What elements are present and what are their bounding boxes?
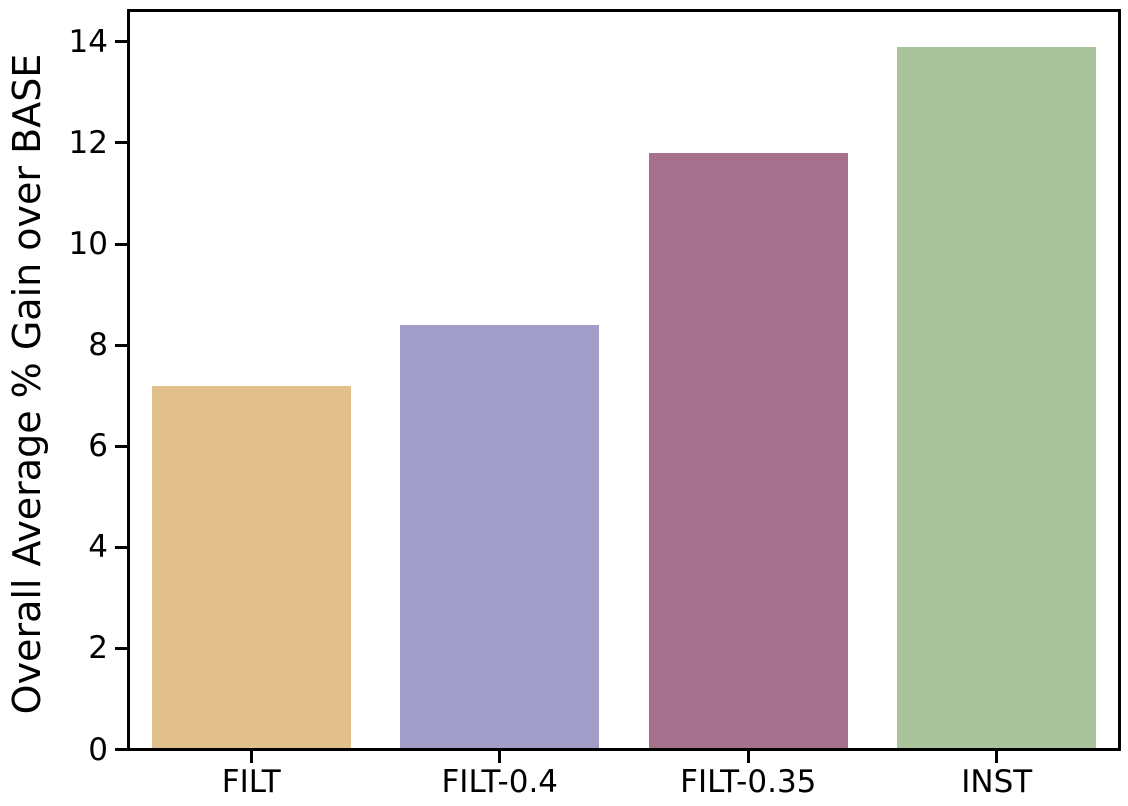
bar-inst bbox=[897, 46, 1097, 748]
y-tick-label: 2 bbox=[88, 630, 108, 667]
y-tick-mark bbox=[115, 343, 127, 347]
y-tick-label: 0 bbox=[88, 731, 108, 768]
y-tick-mark bbox=[115, 545, 127, 549]
x-tick-label-filt-0.35: FILT-0.35 bbox=[680, 764, 817, 800]
y-tick-mark bbox=[115, 40, 127, 44]
y-tick-label: 6 bbox=[88, 428, 108, 465]
x-tick-label-filt: FILT bbox=[221, 764, 281, 800]
x-tick-label-inst: INST bbox=[961, 764, 1033, 800]
y-tick-label: 10 bbox=[68, 226, 108, 262]
y-tick-mark bbox=[115, 242, 127, 246]
x-tick-mark bbox=[746, 751, 750, 763]
x-tick-label-filt-0.4: FILT-0.4 bbox=[441, 764, 559, 800]
x-tick-mark bbox=[498, 751, 502, 763]
bar-filt-0.35 bbox=[648, 153, 848, 748]
y-tick-label: 14 bbox=[68, 23, 108, 60]
x-tick-mark bbox=[995, 751, 999, 763]
y-tick-mark bbox=[115, 141, 127, 145]
y-tick-label: 12 bbox=[68, 124, 108, 161]
y-tick-mark bbox=[115, 748, 127, 751]
y-tick-mark bbox=[115, 646, 127, 650]
y-tick-mark bbox=[115, 444, 127, 448]
y-tick-label: 4 bbox=[88, 529, 108, 566]
bar-filt-0.4 bbox=[400, 324, 600, 748]
bar-filt bbox=[151, 385, 351, 748]
y-tick-label: 8 bbox=[88, 327, 108, 364]
x-tick-mark bbox=[249, 751, 253, 763]
